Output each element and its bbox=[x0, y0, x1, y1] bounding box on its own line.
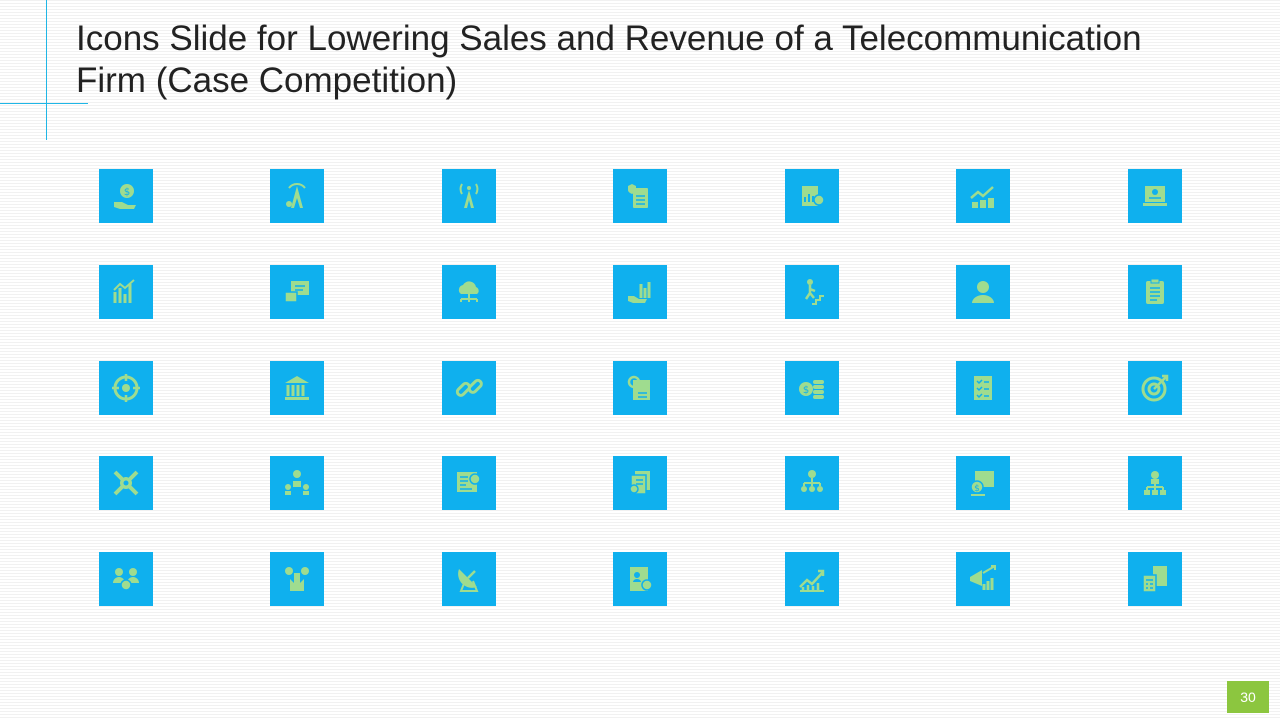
line-chart-growth-icon bbox=[785, 552, 839, 606]
target-dart-icon bbox=[1128, 361, 1182, 415]
accent-vertical-line bbox=[46, 0, 47, 140]
page-number-badge: 30 bbox=[1227, 681, 1269, 713]
hands-dollar-icon bbox=[270, 552, 324, 606]
crosshair-target-icon bbox=[99, 361, 153, 415]
user-document-icon bbox=[613, 552, 667, 606]
secure-document-icon bbox=[613, 169, 667, 223]
wrench-gear-icon bbox=[99, 456, 153, 510]
user-profile-icon bbox=[956, 265, 1010, 319]
cloud-network-icon bbox=[442, 265, 496, 319]
financial-documents-icon bbox=[613, 456, 667, 510]
dollar-presentation-icon: $ bbox=[956, 456, 1010, 510]
laptop-analytics-icon bbox=[1128, 169, 1182, 223]
climbing-stairs-icon bbox=[785, 265, 839, 319]
report-gear-icon bbox=[785, 169, 839, 223]
clipboard-icon bbox=[1128, 265, 1182, 319]
growth-chart-coins-icon bbox=[956, 169, 1010, 223]
checklist-icon bbox=[956, 361, 1010, 415]
hand-growth-chart-icon bbox=[613, 265, 667, 319]
monitor-handshake-icon bbox=[270, 265, 324, 319]
svg-text:$: $ bbox=[974, 484, 980, 494]
antenna-tower-icon bbox=[442, 169, 496, 223]
bar-chart-dollar-icon bbox=[99, 265, 153, 319]
dollar-hand-icon: $ bbox=[99, 169, 153, 223]
accent-horizontal-line bbox=[0, 103, 88, 104]
team-hierarchy-icon bbox=[785, 456, 839, 510]
org-chart-icon bbox=[1128, 456, 1182, 510]
dashboard-search-icon bbox=[442, 456, 496, 510]
signal-tower-gear-icon bbox=[270, 169, 324, 223]
calculator-report-icon bbox=[1128, 552, 1182, 606]
dollar-coins-stack-icon: $ bbox=[785, 361, 839, 415]
satellite-dish-icon bbox=[442, 552, 496, 606]
bank-building-icon bbox=[270, 361, 324, 415]
slide-title: Icons Slide for Lowering Sales and Reven… bbox=[76, 19, 1142, 100]
megaphone-growth-icon bbox=[956, 552, 1010, 606]
finance-team-icon bbox=[270, 456, 324, 510]
document-search-icon bbox=[613, 361, 667, 415]
svg-text:$: $ bbox=[803, 385, 809, 396]
team-gear-icon bbox=[99, 552, 153, 606]
svg-text:$: $ bbox=[124, 187, 130, 198]
chain-link-icon bbox=[442, 361, 496, 415]
